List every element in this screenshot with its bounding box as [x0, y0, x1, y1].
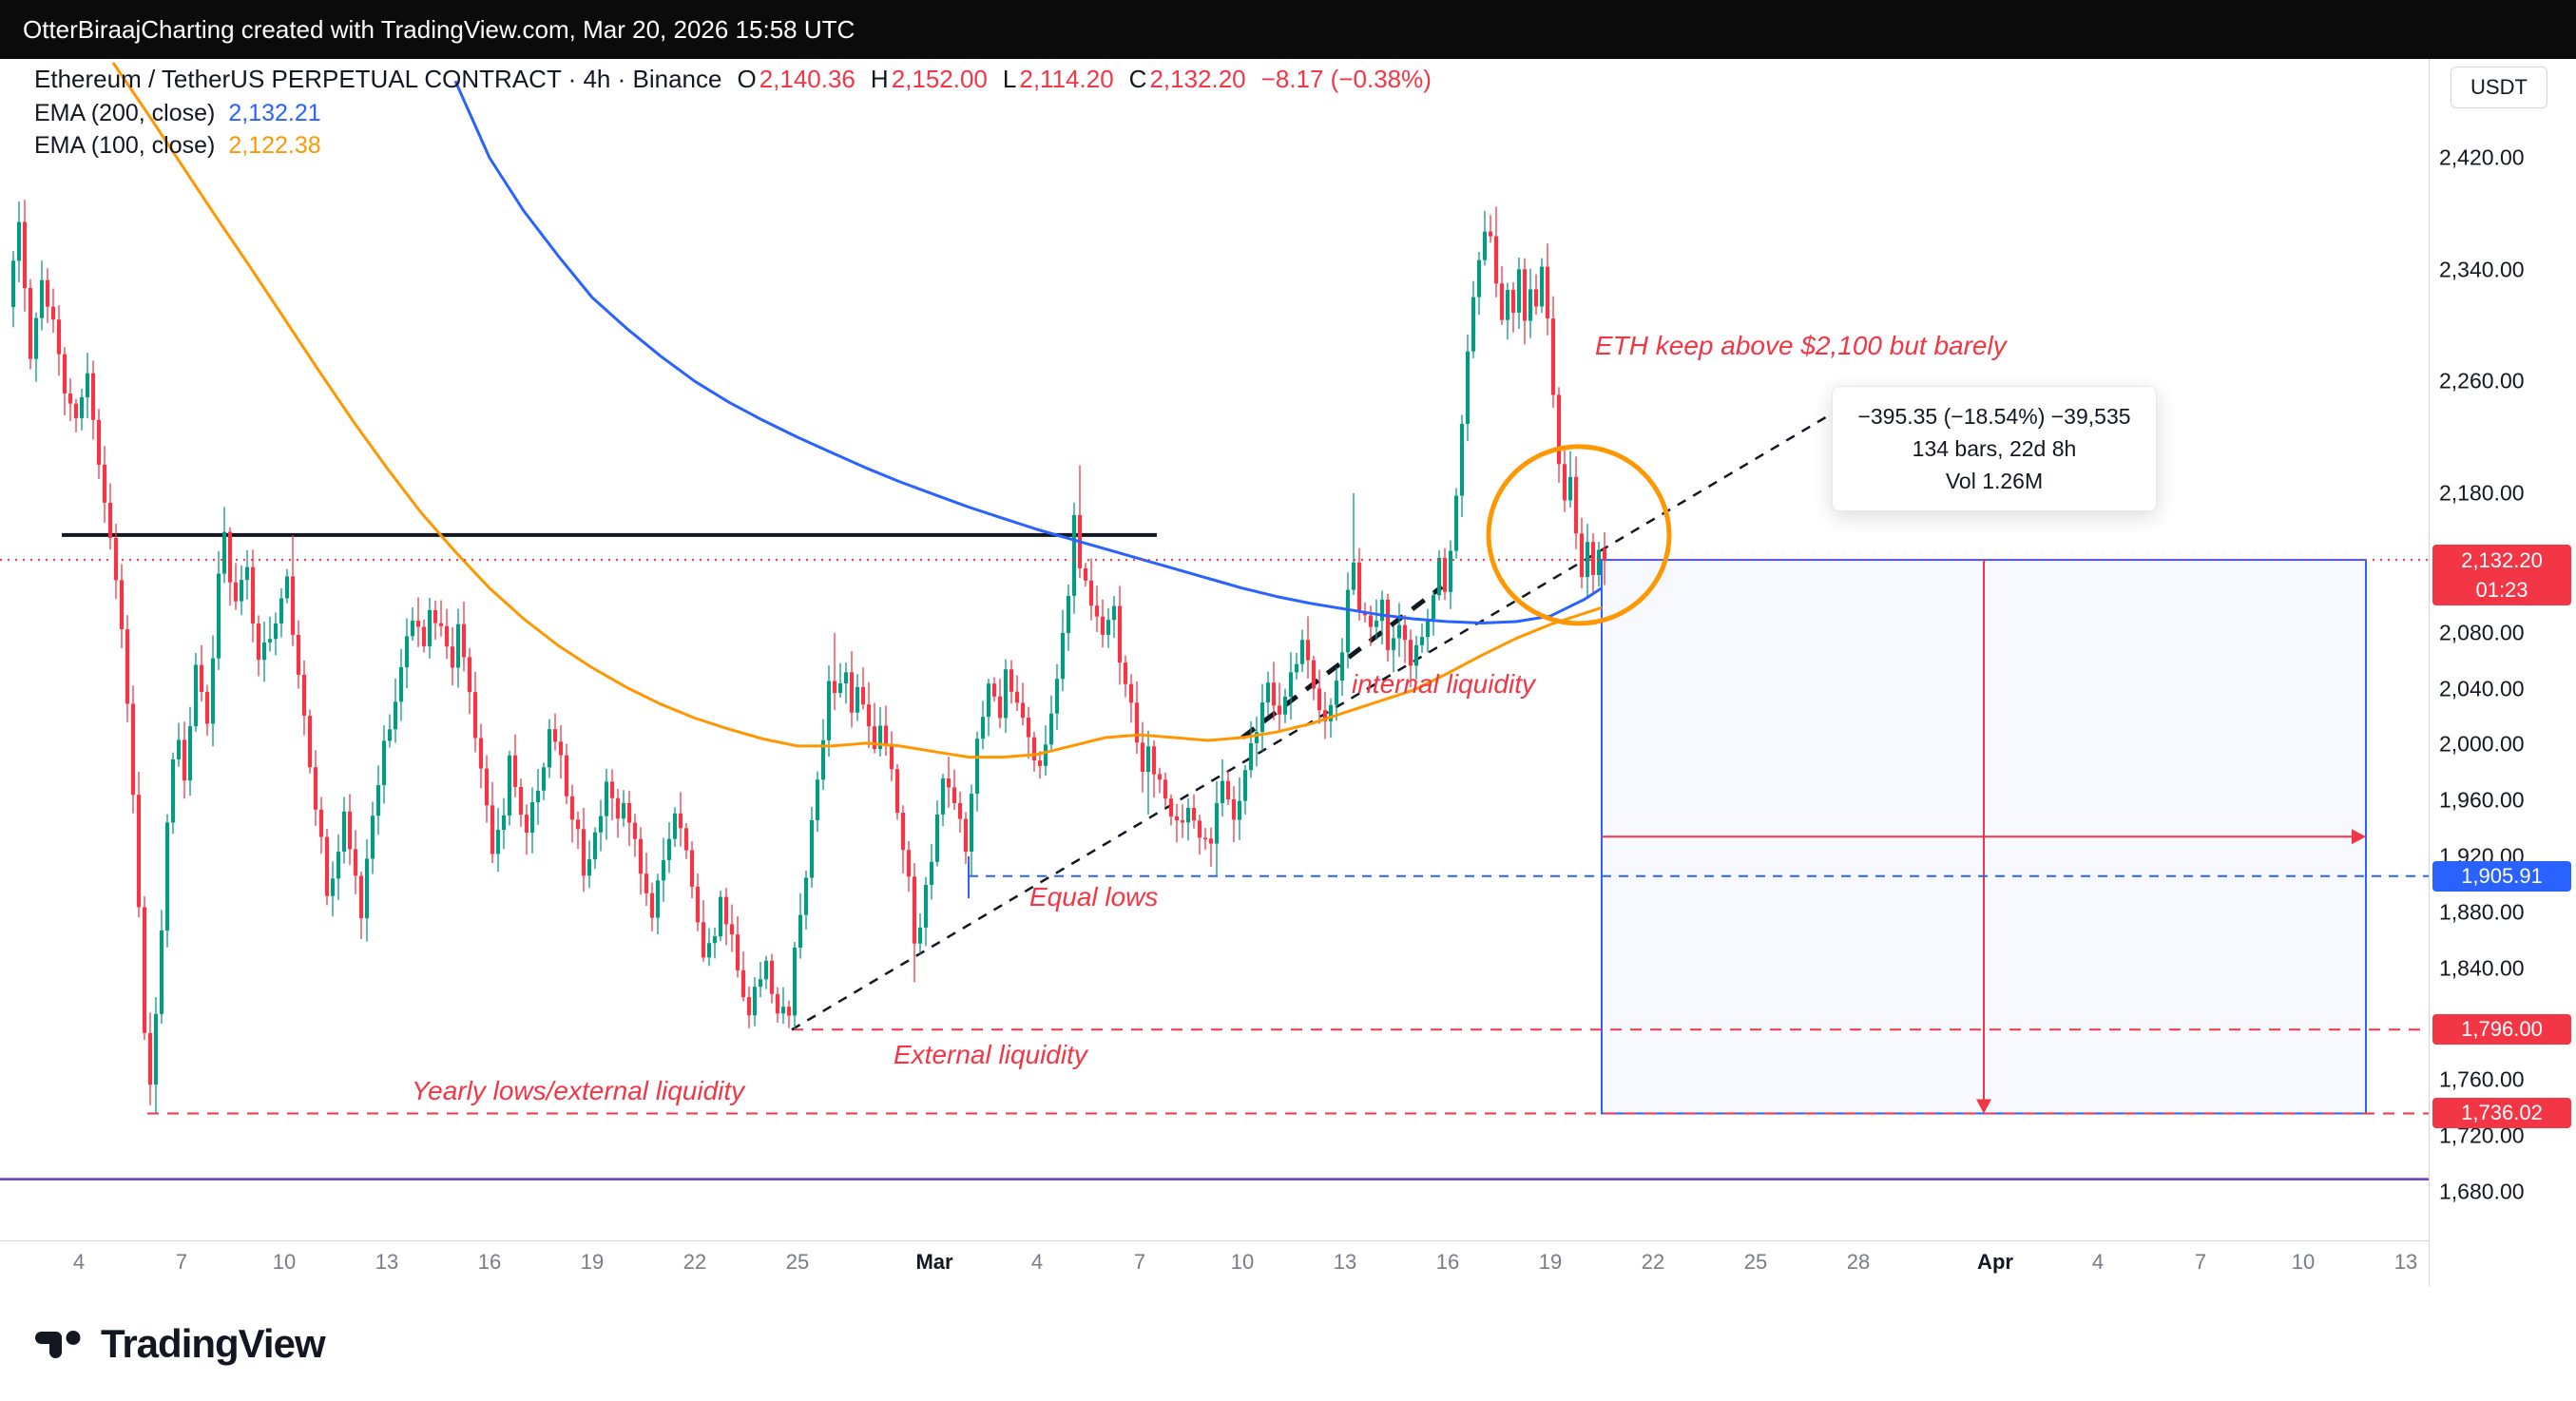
range-right-arrow[interactable] — [1602, 829, 2366, 845]
time-axis[interactable]: 4 7 10 13 16 19 22 25 Mar 4 7 10 13 16 19 22 25 28 Apr 4 7 10… — [0, 1240, 2576, 1287]
price-axis-label: 1,760.00 — [2439, 1066, 2525, 1092]
highlight-circle[interactable] — [1486, 444, 1672, 626]
internal-liquidity-trendline[interactable] — [1240, 585, 1444, 740]
time-axis-label: 22 — [682, 1250, 707, 1274]
ema100-line[interactable] — [111, 62, 1603, 759]
time-axis-label: 19 — [580, 1250, 605, 1274]
symbol-title[interactable]: Ethereum / TetherUS PERPETUAL CONTRACT ·… — [34, 64, 722, 93]
time-axis-label: 10 — [2291, 1250, 2316, 1274]
ema200-legend-label[interactable]: EMA (200, close) — [34, 99, 216, 126]
chart-header: Ethereum / TetherUS PERPETUAL CONTRACT ·… — [34, 61, 1432, 162]
ohlc-high: H 2,152.00 — [870, 64, 988, 93]
price-line-badge: 1,736.02 — [2432, 1098, 2571, 1129]
current-price-value: 2,132.20 — [2461, 548, 2543, 573]
measure-bars-duration: 134 bars, 22d 8h — [1912, 436, 2077, 461]
ohlc-open: O 2,140.36 — [737, 64, 855, 93]
price-line-badge: 1,796.00 — [2432, 1014, 2571, 1046]
price-axis-label: 2,260.00 — [2439, 368, 2525, 393]
time-axis-label: 7 — [2194, 1250, 2207, 1274]
price-axis-label: 2,080.00 — [2439, 620, 2525, 645]
chart-canvas[interactable] — [0, 0, 2429, 1286]
time-axis-label: 10 — [1230, 1250, 1255, 1274]
price-axis[interactable]: 2,420.00 2,340.00 2,260.00 2,180.00 2,080.00… — [2429, 59, 2576, 1286]
time-axis-label: 10 — [272, 1250, 297, 1274]
price-axis-label: 1,680.00 — [2439, 1179, 2525, 1204]
currency-toggle-button[interactable]: USDT — [2451, 67, 2547, 108]
time-axis-label: 4 — [72, 1250, 86, 1274]
ema100-legend-label[interactable]: EMA (100, close) — [34, 131, 216, 159]
time-axis-label: 13 — [375, 1250, 399, 1274]
attribution-text: OtterBiraajCharting created with Trading… — [23, 14, 855, 44]
candlestick-series — [10, 200, 1607, 1114]
drawings-under — [0, 413, 2429, 1180]
ema100-legend-value: 2,122.38 — [228, 131, 321, 159]
time-axis-label: 19 — [1538, 1250, 1563, 1274]
ohlc-low: L 2,114.20 — [1002, 64, 1114, 93]
time-axis-label: 4 — [1030, 1250, 1044, 1274]
measure-volume: Vol 1.26M — [1945, 469, 2044, 493]
ohlc-close: C 2,132.20 — [1128, 64, 1246, 93]
price-axis-label: 2,340.00 — [2439, 257, 2525, 282]
footer-branding[interactable]: TradingView — [32, 1317, 326, 1371]
time-axis-label: 28 — [1846, 1250, 1871, 1274]
time-axis-month-label: Mar — [915, 1250, 953, 1274]
price-axis-label: 1,840.00 — [2439, 955, 2525, 981]
price-axis-label: 2,180.00 — [2439, 480, 2525, 506]
yearly-lows-annotation[interactable]: Yearly lows/external liquidity — [412, 1076, 745, 1105]
time-axis-label: 25 — [1743, 1250, 1768, 1274]
ema200-line[interactable] — [453, 80, 1603, 624]
tradingview-logo-icon — [32, 1317, 86, 1371]
price-change: −8.17 (−0.38%) — [1260, 64, 1432, 93]
range-down-arrow[interactable] — [1976, 560, 1991, 1114]
price-axis-label: 2,420.00 — [2439, 144, 2525, 170]
price-axis-label: 2,040.00 — [2439, 676, 2525, 701]
time-axis-label: 7 — [1133, 1250, 1146, 1274]
time-axis-month-label: Apr — [1977, 1250, 2013, 1274]
tradingview-wordmark: TradingView — [101, 1321, 326, 1366]
time-axis-label: 7 — [175, 1250, 188, 1274]
eth-note-annotation[interactable]: ETH keep above $2,100 but barely — [1595, 331, 2007, 360]
attribution-bar: OtterBiraajCharting created with Trading… — [0, 0, 2576, 59]
price-line-badge: 1,905.91 — [2432, 860, 2571, 892]
bar-countdown: 01:23 — [2475, 578, 2528, 603]
price-axis-label: 1,880.00 — [2439, 899, 2525, 925]
time-axis-label: 13 — [1333, 1250, 1357, 1274]
external-liquidity-annotation[interactable]: External liquidity — [894, 1040, 1087, 1069]
time-axis-label: 4 — [2091, 1250, 2105, 1274]
time-axis-label: 16 — [1435, 1250, 1460, 1274]
drawings-over — [0, 444, 2429, 626]
measure-price-change: −395.35 (−18.54%) −39,535 — [1857, 404, 2131, 429]
current-price-badge: 2,132.20 01:23 — [2432, 545, 2571, 606]
price-axis-label: 2,000.00 — [2439, 731, 2525, 757]
ema200-legend-value: 2,132.21 — [228, 99, 321, 126]
time-axis-label: 22 — [1641, 1250, 1665, 1274]
time-axis-label: 16 — [477, 1250, 502, 1274]
time-axis-label: 13 — [2393, 1250, 2418, 1274]
equal-lows-annotation[interactable]: Equal lows — [1029, 882, 1159, 912]
time-axis-label: 25 — [785, 1250, 810, 1274]
price-axis-label: 1,960.00 — [2439, 787, 2525, 813]
measure-tooltip: −395.35 (−18.54%) −39,535 134 bars, 22d … — [1832, 386, 2157, 511]
internal-liquidity-annotation[interactable]: internal liquidity — [1352, 669, 1535, 699]
